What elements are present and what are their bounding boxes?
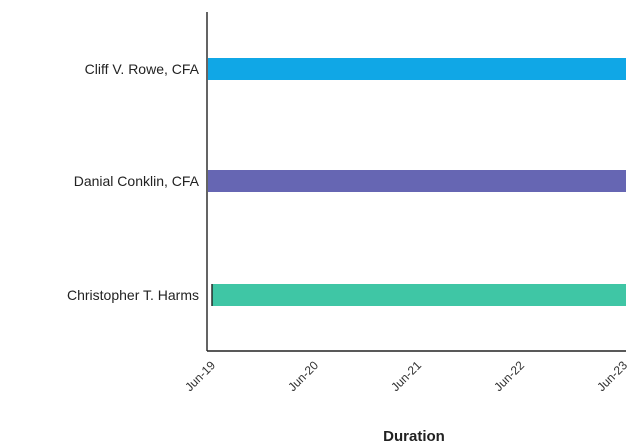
x-tick-label: Jun-20 (285, 358, 321, 394)
bar-2 (208, 170, 626, 192)
x-axis-title: Duration (383, 428, 445, 445)
bar-3 (212, 284, 626, 306)
category-label: Cliff V. Rowe, CFA (85, 61, 200, 77)
x-tick-label: Jun-21 (388, 358, 424, 394)
x-tick-label: Jun-19 (182, 358, 218, 394)
x-tick-label: Jun-23 (594, 358, 630, 394)
x-tick-labels: Jun-19 Jun-20 Jun-21 Jun-22 Jun-23 (182, 358, 630, 394)
category-label: Danial Conklin, CFA (74, 173, 200, 189)
x-tick-label: Jun-22 (491, 358, 527, 394)
bars-layer (208, 58, 626, 306)
bar-1 (208, 58, 626, 80)
category-labels: Cliff V. Rowe, CFA Danial Conklin, CFA Chr… (67, 61, 200, 303)
category-label: Christopher T. Harms (67, 287, 199, 303)
